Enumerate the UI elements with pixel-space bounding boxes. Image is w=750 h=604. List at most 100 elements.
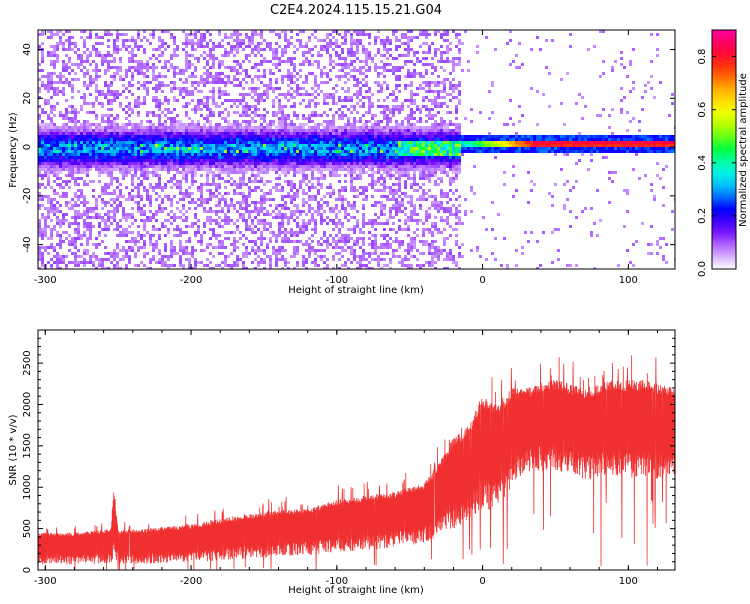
heatmap-cell: [317, 264, 320, 267]
heatmap-cell: [146, 138, 149, 141]
heatmap-cell: [257, 108, 260, 111]
heatmap-cell: [287, 183, 290, 186]
heatmap-cell: [200, 195, 203, 198]
heatmap-cell: [206, 132, 209, 135]
heatmap-cell: [254, 165, 257, 168]
heatmap-cell: [254, 174, 257, 177]
heatmap-cell: [149, 234, 152, 237]
heatmap-cell: [359, 192, 362, 195]
heatmap-cell: [227, 204, 230, 207]
heatmap-cell: [233, 75, 236, 78]
heatmap-cell: [233, 204, 236, 207]
heatmap-cell: [338, 219, 341, 222]
heatmap-cell: [206, 171, 209, 174]
heatmap-cell: [188, 201, 191, 204]
heatmap-cell: [299, 240, 302, 243]
heatmap-cell: [38, 90, 41, 93]
heatmap-cell: [128, 108, 131, 111]
heatmap-cell: [218, 90, 221, 93]
heatmap-cell: [44, 249, 47, 252]
heatmap-cell: [341, 198, 344, 201]
heatmap-cell: [254, 114, 257, 117]
heatmap-cell: [296, 147, 299, 150]
heatmap-cell: [107, 45, 110, 48]
heatmap-cell: [242, 162, 245, 165]
heatmap-cell: [53, 90, 56, 93]
heatmap-cell: [248, 45, 251, 48]
heatmap-cell: [170, 81, 173, 84]
heatmap-cell: [140, 168, 143, 171]
heatmap-cell: [266, 180, 269, 183]
heatmap-cell: [89, 102, 92, 105]
heatmap-cell: [191, 123, 194, 126]
heatmap-cell: [293, 138, 296, 141]
heatmap-cell: [302, 198, 305, 201]
heatmap-cell: [323, 99, 326, 102]
heatmap-cell: [359, 117, 362, 120]
heatmap-cell: [161, 162, 164, 165]
heatmap-cell: [290, 57, 293, 60]
heatmap-cell: [119, 102, 122, 105]
heatmap-cell: [341, 135, 344, 138]
heatmap-cell: [173, 120, 176, 123]
heatmap-cell: [269, 72, 272, 75]
heatmap-cell: [95, 213, 98, 216]
heatmap-cell: [80, 213, 83, 216]
heatmap-cell: [275, 63, 278, 66]
heatmap-cell: [362, 219, 365, 222]
heatmap-cell: [56, 45, 59, 48]
heatmap-cell: [311, 219, 314, 222]
heatmap-cell: [305, 222, 308, 225]
heatmap-cell: [53, 81, 56, 84]
heatmap-cell: [89, 162, 92, 165]
heatmap-cell: [215, 102, 218, 105]
heatmap-cell: [269, 231, 272, 234]
heatmap-cell: [89, 168, 92, 171]
heatmap-cell: [89, 36, 92, 39]
heatmap-cell: [107, 93, 110, 96]
heatmap-cell: [293, 219, 296, 222]
heatmap-cell: [278, 222, 281, 225]
heatmap-cell: [149, 156, 152, 159]
heatmap-cell: [143, 189, 146, 192]
heatmap-cell: [242, 126, 245, 129]
heatmap-cell: [59, 141, 62, 144]
heatmap-cell: [116, 186, 119, 189]
heatmap-cell: [89, 63, 92, 66]
heatmap-cell: [320, 204, 323, 207]
heatmap-cell: [110, 123, 113, 126]
heatmap-cell: [146, 87, 149, 90]
heatmap-cell: [176, 156, 179, 159]
heatmap-cell: [332, 168, 335, 171]
heatmap-cell: [80, 201, 83, 204]
heatmap-cell: [164, 186, 167, 189]
heatmap-cell: [86, 150, 89, 153]
heatmap-cell: [365, 123, 368, 126]
heatmap-cell: [38, 222, 41, 225]
heatmap-cell: [359, 39, 362, 42]
heatmap-cell: [365, 153, 368, 156]
heatmap-cell: [95, 117, 98, 120]
heatmap-cell: [350, 165, 353, 168]
heatmap-cell: [116, 141, 119, 144]
heatmap-cell: [317, 153, 320, 156]
heatmap-cell: [173, 252, 176, 255]
heatmap-cell: [347, 87, 350, 90]
heatmap-cell: [56, 150, 59, 153]
heatmap-cell: [62, 240, 65, 243]
heatmap-cell: [110, 252, 113, 255]
heatmap-cell: [311, 144, 314, 147]
heatmap-cell: [329, 159, 332, 162]
heatmap-cell: [350, 216, 353, 219]
heatmap-cell: [164, 255, 167, 258]
heatmap-cell: [347, 228, 350, 231]
heatmap-cell: [359, 156, 362, 159]
heatmap-cell: [275, 147, 278, 150]
heatmap-cell: [359, 30, 362, 33]
heatmap-cell: [128, 255, 131, 258]
heatmap-cell: [92, 225, 95, 228]
heatmap-cell: [89, 51, 92, 54]
heatmap-cell: [38, 168, 41, 171]
heatmap-cell: [218, 78, 221, 81]
heatmap-cell: [143, 36, 146, 39]
